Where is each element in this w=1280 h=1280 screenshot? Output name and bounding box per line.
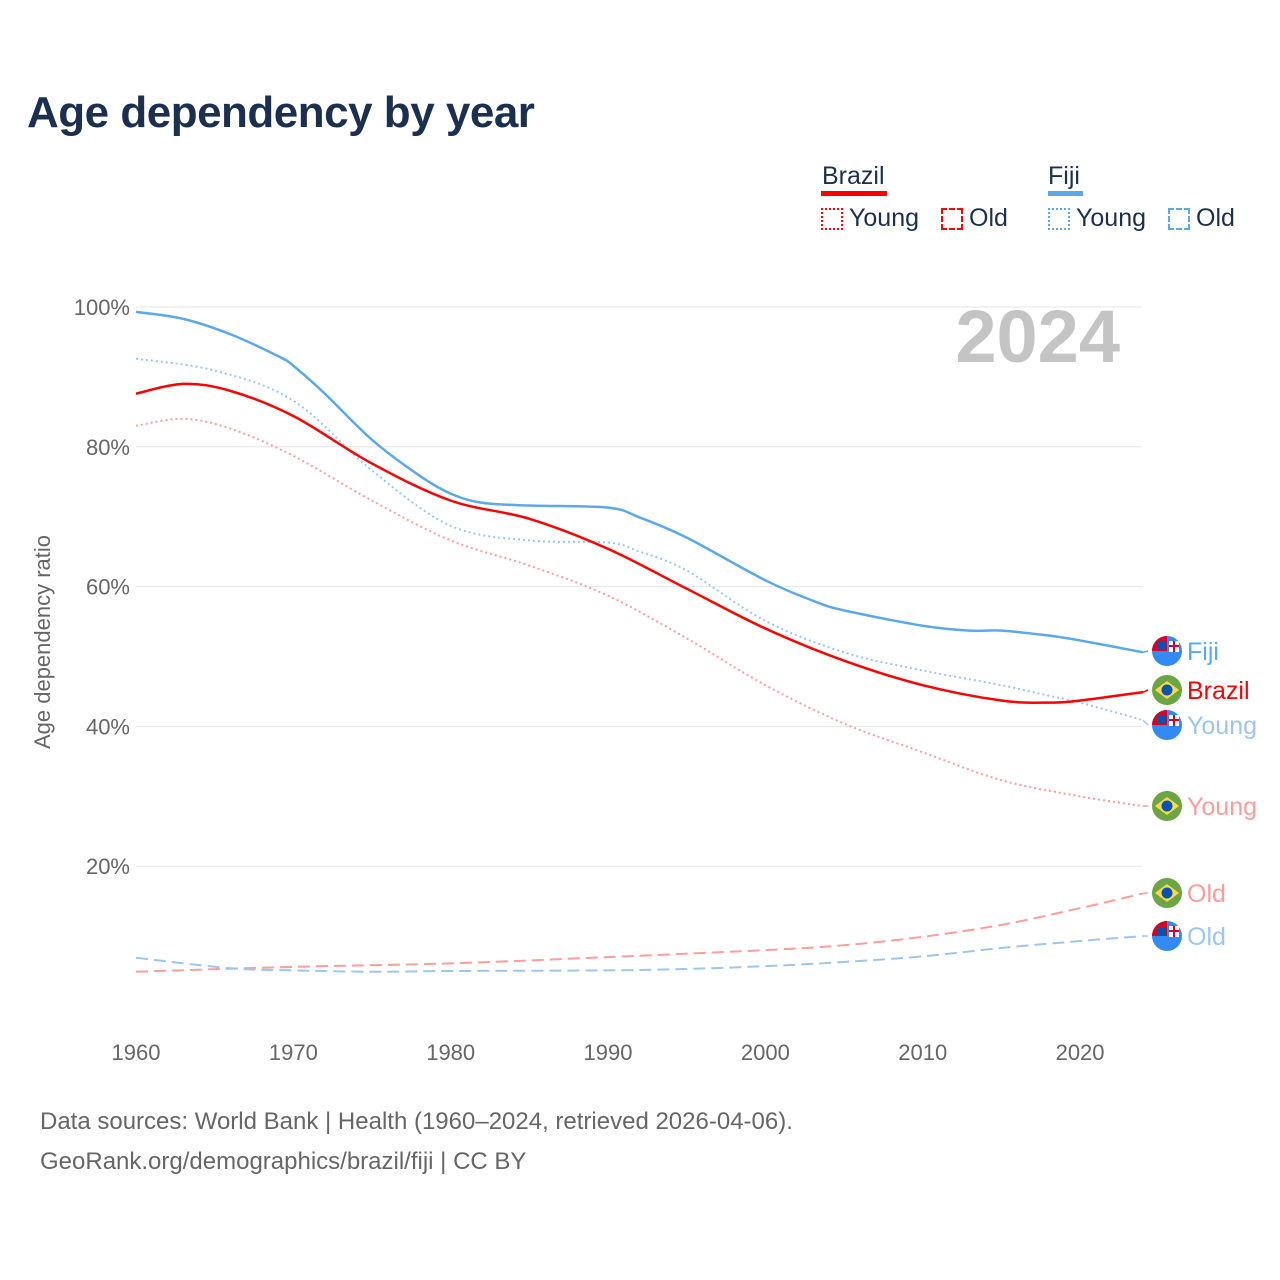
legend-fiji-swatch	[1048, 191, 1083, 196]
series-line-brazil	[135, 382, 1144, 704]
x-tick-label: 2000	[741, 1040, 790, 1065]
brazil-flag-icon	[1152, 791, 1182, 821]
legend-brazil-old: Old	[941, 204, 1008, 233]
y-tick-label: 40%	[86, 714, 130, 739]
series-end-label: Young	[1187, 793, 1257, 821]
label-connector	[1142, 689, 1149, 693]
legend-fiji-old: Old	[1168, 204, 1235, 233]
footer-url: GeoRank.org/demographics/brazil/fiji | C…	[40, 1148, 527, 1175]
series-end-label: Fiji	[1187, 638, 1219, 666]
series-end-label: Brazil	[1187, 677, 1250, 705]
brazil-flag-icon	[1152, 675, 1182, 705]
label-connector	[1142, 650, 1149, 654]
legend-fiji: Fiji	[1048, 162, 1080, 190]
x-tick-label: 1990	[584, 1040, 633, 1065]
series-line-brazil-young	[135, 417, 1144, 808]
series-line-fiji-young	[135, 357, 1144, 722]
y-tick-label: 60%	[86, 575, 130, 600]
y-axis-label: Age dependency ratio	[30, 535, 55, 749]
x-tick-label: 2020	[1056, 1040, 1105, 1065]
fiji-flag-icon	[1152, 710, 1182, 740]
label-connector	[1142, 719, 1149, 726]
x-tick-label: 1980	[426, 1040, 475, 1065]
y-tick-label: 100%	[74, 295, 130, 320]
series-line-brazil-old	[135, 892, 1144, 973]
series-end-label: Old	[1187, 880, 1226, 908]
fiji-flag-icon	[1152, 636, 1182, 666]
x-tick-label: 2010	[898, 1040, 947, 1065]
legend-brazil: Brazil	[822, 162, 885, 190]
legend-brazil-swatch	[821, 191, 887, 196]
chart-title: Age dependency by year	[27, 88, 535, 137]
legend-fiji-young: Young	[1048, 204, 1146, 233]
y-tick-label: 20%	[86, 854, 130, 879]
x-tick-label: 1970	[269, 1040, 318, 1065]
legend-brazil-young: Young	[821, 204, 919, 233]
x-tick-label: 1960	[112, 1040, 161, 1065]
y-tick-label: 80%	[86, 435, 130, 460]
brazil-flag-icon	[1152, 878, 1182, 908]
year-watermark: 2024	[955, 295, 1120, 378]
series-line-fiji	[135, 310, 1144, 654]
fiji-flag-icon	[1152, 921, 1182, 951]
series-end-label: Old	[1187, 923, 1226, 951]
series-end-label: Young	[1187, 712, 1257, 740]
footer-sources: Data sources: World Bank | Health (1960–…	[40, 1108, 793, 1135]
